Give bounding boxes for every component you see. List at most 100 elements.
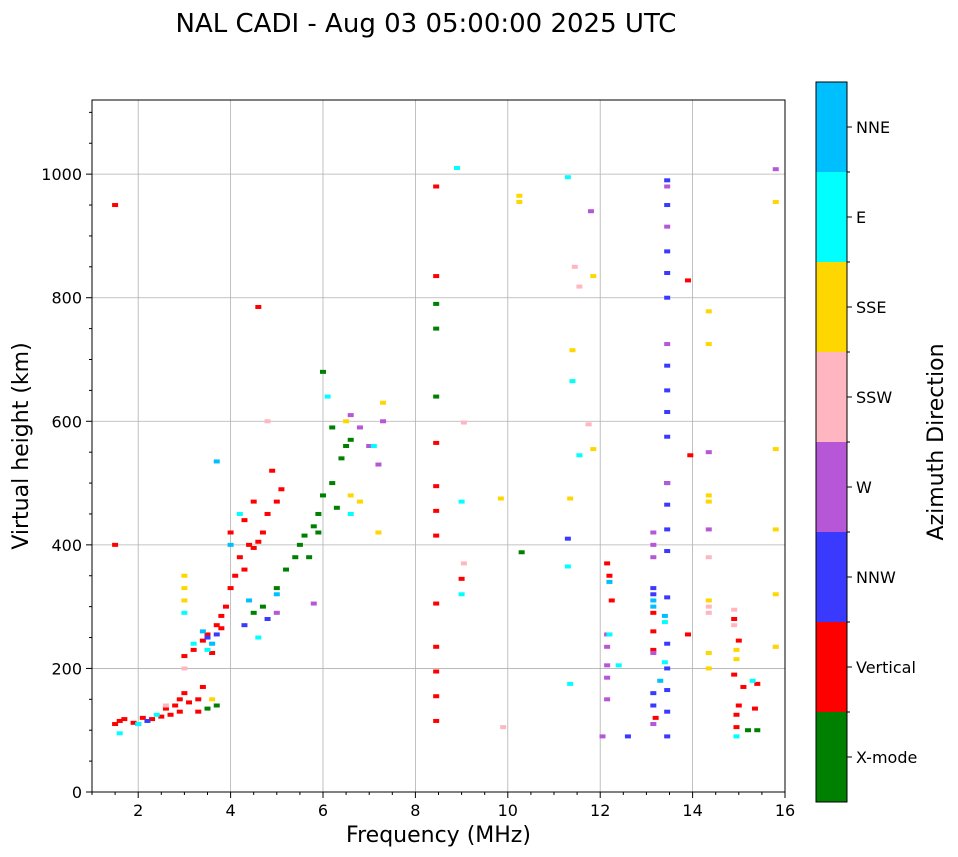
data-point-vertical — [112, 722, 119, 727]
data-point-vertical — [684, 278, 691, 283]
data-point-vertical — [650, 629, 657, 634]
data-point-sse — [705, 598, 712, 603]
data-point-xmode — [315, 511, 322, 516]
data-point-nnw — [664, 666, 671, 671]
data-point-nne — [213, 459, 220, 464]
data-point-e — [190, 641, 197, 646]
data-point-e — [347, 511, 354, 516]
data-point-vertical — [754, 681, 761, 686]
y-axis-label: Virtual height (km) — [9, 342, 34, 549]
data-point-nne — [273, 592, 280, 597]
colorbar-frame — [815, 81, 848, 803]
data-point-e — [576, 453, 583, 458]
y-tick-label: 1000 — [41, 165, 82, 184]
data-point-vertical — [433, 601, 440, 606]
data-point-e — [749, 678, 756, 683]
data-point-vertical — [731, 672, 738, 677]
plot-area — [92, 100, 785, 792]
data-point-xmode — [433, 326, 440, 331]
data-point-nne — [199, 629, 206, 634]
colorbar-label: X-mode — [856, 748, 917, 767]
data-point-vertical — [604, 561, 611, 566]
data-point-xmode — [338, 456, 345, 461]
data-point-vertical — [227, 530, 234, 535]
data-point-e — [236, 511, 243, 516]
data-point-w — [604, 663, 611, 668]
data-point-vertical — [608, 598, 615, 603]
data-point-vertical — [112, 542, 119, 547]
data-point-nnw — [664, 709, 671, 714]
data-point-sse — [343, 419, 350, 424]
data-point-vertical — [735, 638, 742, 643]
data-point-vertical — [176, 709, 183, 714]
data-point-w — [356, 425, 363, 430]
data-point-nnw — [650, 592, 657, 597]
data-point-xmode — [292, 555, 299, 560]
data-point-ssw — [162, 703, 169, 708]
data-point-nne — [661, 613, 668, 618]
data-point-vertical — [246, 542, 253, 547]
data-point-vertical — [650, 647, 657, 652]
data-point-sse — [733, 647, 740, 652]
data-point-nnw — [664, 641, 671, 646]
data-point-xmode — [315, 530, 322, 535]
data-point-xmode — [296, 542, 303, 547]
y-tick-label: 200 — [51, 659, 82, 678]
data-point-vertical — [433, 440, 440, 445]
data-point-vertical — [433, 718, 440, 723]
data-point-vertical — [259, 530, 266, 535]
data-point-vertical — [158, 714, 165, 719]
data-point-sse — [497, 496, 504, 501]
data-point-e — [453, 165, 460, 170]
data-point-xmode — [320, 493, 326, 498]
data-point-w — [587, 209, 594, 214]
data-point-e — [458, 499, 465, 504]
data-point-vertical — [269, 468, 276, 473]
data-point-nnw — [650, 703, 657, 708]
data-point-w — [705, 527, 712, 532]
data-point-e — [135, 722, 142, 727]
data-point-xmode — [329, 425, 336, 430]
data-point-nnw — [664, 388, 671, 393]
data-point-ssw — [264, 419, 271, 424]
data-point-sse — [772, 527, 779, 532]
data-point-vertical — [273, 499, 280, 504]
data-point-e — [569, 379, 576, 384]
data-point-vertical — [149, 717, 156, 722]
data-point-vertical — [650, 610, 657, 615]
data-point-w — [375, 462, 382, 467]
data-point-vertical — [458, 576, 465, 581]
data-point-xmode — [320, 369, 326, 374]
data-point-nnw — [664, 271, 671, 275]
data-point-xmode — [518, 550, 525, 555]
data-point-e — [661, 660, 668, 665]
data-point-vertical — [433, 484, 440, 489]
colorbar-label: SSW — [856, 388, 892, 407]
data-point-sse — [590, 274, 597, 279]
data-point-nnw — [624, 734, 631, 739]
data-point-vertical — [222, 604, 229, 609]
data-point-w — [772, 167, 779, 172]
data-point-ssw — [705, 555, 712, 560]
colorbar-label: SSE — [856, 298, 886, 317]
data-point-xmode — [250, 610, 257, 615]
data-point-xmode — [204, 706, 211, 711]
y-tick-label: 400 — [51, 536, 82, 555]
data-point-vertical — [204, 632, 211, 637]
data-point-vertical — [121, 717, 128, 722]
x-tick-label: 12 — [590, 801, 610, 820]
colorbar-segment — [816, 82, 847, 172]
data-point-xmode — [433, 394, 440, 399]
x-tick-label: 2 — [133, 801, 143, 820]
data-point-vertical — [433, 694, 440, 699]
data-point-w — [604, 675, 611, 680]
data-point-nnw — [664, 178, 671, 183]
data-point-w — [650, 555, 657, 560]
data-point-vertical — [255, 539, 262, 544]
colorbar-segment — [816, 712, 847, 802]
data-point-xmode — [310, 524, 317, 529]
data-point-vertical — [172, 703, 179, 708]
data-point-vertical — [199, 684, 206, 689]
data-point-xmode — [259, 604, 266, 609]
data-point-xmode — [754, 728, 761, 733]
